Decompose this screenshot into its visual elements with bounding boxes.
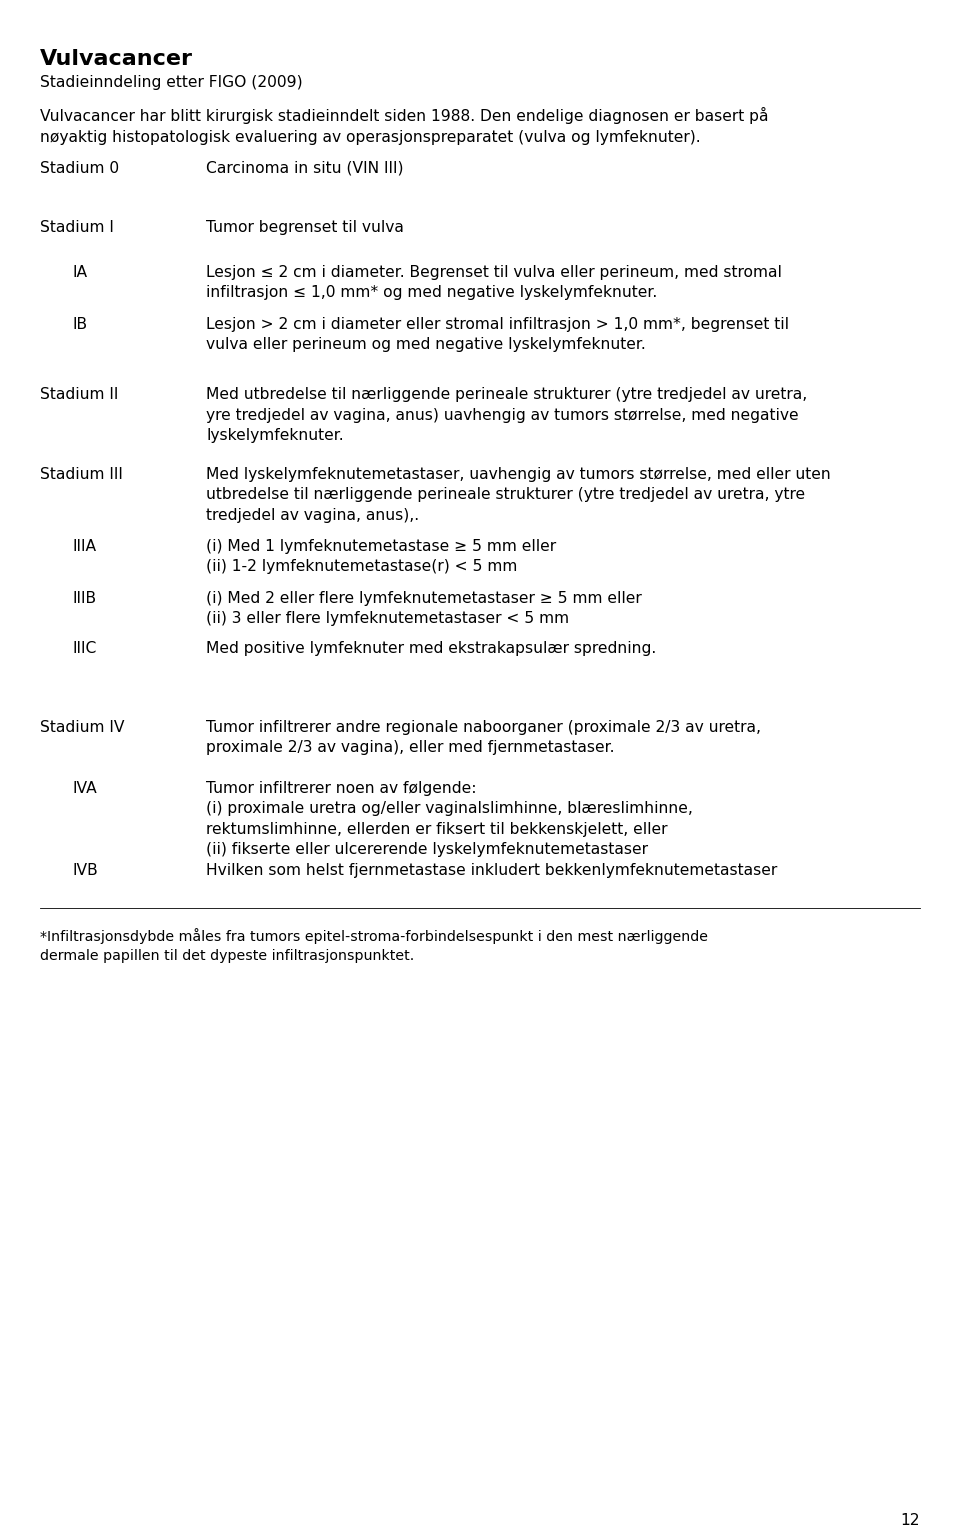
Text: Stadium III: Stadium III <box>40 467 123 482</box>
Text: Tumor infiltrerer andre regionale naboorganer (proximale 2/3 av uretra,
proximal: Tumor infiltrerer andre regionale naboor… <box>206 720 761 755</box>
Text: IVB: IVB <box>72 863 98 879</box>
Text: Lesjon ≤ 2 cm i diameter. Begrenset til vulva eller perineum, med stromal
infilt: Lesjon ≤ 2 cm i diameter. Begrenset til … <box>206 265 782 300</box>
Text: Med lyskelymfeknutemetastaser, uavhengig av tumors størrelse, med eller uten
utb: Med lyskelymfeknutemetastaser, uavhengig… <box>206 467 831 522</box>
Text: Vulvacancer har blitt kirurgisk stadieinndelt siden 1988. Den endelige diagnosen: Vulvacancer har blitt kirurgisk stadiein… <box>40 107 769 144</box>
Text: Tumor infiltrerer noen av følgende:
(i) proximale uretra og/eller vaginalslimhin: Tumor infiltrerer noen av følgende: (i) … <box>206 781 693 857</box>
Text: IIIC: IIIC <box>72 641 96 657</box>
Text: Vulvacancer: Vulvacancer <box>40 49 193 69</box>
Text: Stadium 0: Stadium 0 <box>40 161 119 176</box>
Text: *Infiltrasjonsdybde måles fra tumors epitel-stroma-forbindelsespunkt i den mest : *Infiltrasjonsdybde måles fra tumors epi… <box>40 928 708 963</box>
Text: IB: IB <box>72 317 87 332</box>
Text: Stadieinndeling etter FIGO (2009): Stadieinndeling etter FIGO (2009) <box>40 75 303 90</box>
Text: Lesjon > 2 cm i diameter eller stromal infiltrasjon > 1,0 mm*, begrenset til
vul: Lesjon > 2 cm i diameter eller stromal i… <box>206 317 789 352</box>
Text: Med utbredelse til nærliggende perineale strukturer (ytre tredjedel av uretra,
y: Med utbredelse til nærliggende perineale… <box>206 387 807 442</box>
Text: Tumor begrenset til vulva: Tumor begrenset til vulva <box>206 220 404 236</box>
Text: IIIB: IIIB <box>72 591 96 606</box>
Text: Stadium I: Stadium I <box>40 220 114 236</box>
Text: Med positive lymfeknuter med ekstrakapsulær spredning.: Med positive lymfeknuter med ekstrakapsu… <box>206 641 657 657</box>
Text: Hvilken som helst fjernmetastase inkludert bekkenlymfeknutemetastaser: Hvilken som helst fjernmetastase inklude… <box>206 863 778 879</box>
Text: IA: IA <box>72 265 87 280</box>
Text: Carcinoma in situ (VIN III): Carcinoma in situ (VIN III) <box>206 161 404 176</box>
Text: (i) Med 1 lymfeknutemetastase ≥ 5 mm eller
(ii) 1-2 lymfeknutemetastase(r) < 5 m: (i) Med 1 lymfeknutemetastase ≥ 5 mm ell… <box>206 539 557 574</box>
Text: IIIA: IIIA <box>72 539 96 554</box>
Text: 12: 12 <box>900 1513 920 1528</box>
Text: Stadium II: Stadium II <box>40 387 119 403</box>
Text: Stadium IV: Stadium IV <box>40 720 125 735</box>
Text: IVA: IVA <box>72 781 97 796</box>
Text: (i) Med 2 eller flere lymfeknutemetastaser ≥ 5 mm eller
(ii) 3 eller flere lymfe: (i) Med 2 eller flere lymfeknutemetastas… <box>206 591 642 626</box>
